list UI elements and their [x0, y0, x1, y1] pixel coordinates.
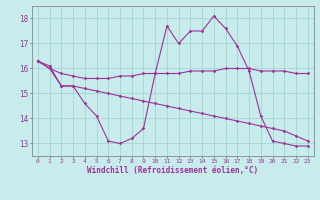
X-axis label: Windchill (Refroidissement éolien,°C): Windchill (Refroidissement éolien,°C): [87, 166, 258, 175]
